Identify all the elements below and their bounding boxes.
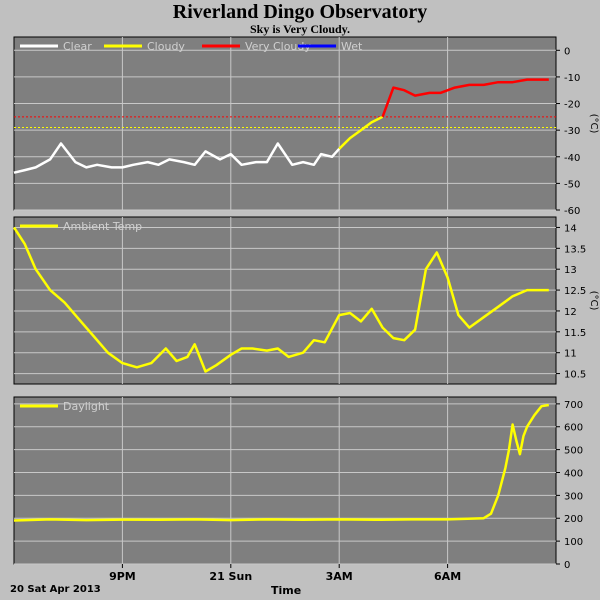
y-tick-label: -40 [564, 153, 580, 164]
y-tick-label: 0 [564, 46, 570, 57]
series-line-daylight [13, 403, 550, 522]
x-tick-label: 3AM [326, 570, 353, 583]
x-tick-label: 9PM [109, 570, 136, 583]
x-axis-label: Time [271, 584, 302, 597]
y-tick-label: 100 [564, 537, 583, 548]
legend-label-clear: Clear [63, 40, 92, 53]
y-tick-label: 11.5 [564, 328, 586, 339]
page-title: Riverland Dingo Observatory [172, 1, 428, 23]
y-tick-label: 13.5 [564, 244, 586, 255]
y-tick-label: 300 [564, 491, 583, 502]
y-tick-label: 10.5 [564, 370, 586, 381]
legend-label-cloudy: Cloudy [147, 40, 185, 53]
y-tick-label: 700 [564, 400, 583, 411]
y-tick-label: -10 [564, 73, 580, 84]
series-line-clear [13, 142, 341, 174]
plot-area-1 [13, 36, 557, 211]
y-axis-unit-label: (°C) [588, 291, 599, 311]
y-tick-label: 0 [564, 560, 570, 571]
legend-label-ambient-temp: Ambient Temp [63, 220, 142, 233]
plot-area-2 [13, 216, 557, 385]
y-tick-label: 12 [564, 307, 577, 318]
y-tick-label: -60 [564, 206, 580, 217]
y-tick-label: -30 [564, 126, 580, 137]
y-tick-label: 11 [564, 349, 577, 360]
y-tick-label: 600 [564, 423, 583, 434]
plot-area-3 [13, 396, 557, 565]
date-label: 20 Sat Apr 2013 [10, 584, 101, 595]
x-tick-label: 21 Sun [209, 570, 252, 583]
series-line-ambient-temp [12, 226, 549, 373]
y-tick-label: -50 [564, 179, 580, 190]
legend-label-wet: Wet [341, 40, 363, 53]
series-line-cloudy [338, 115, 384, 150]
y-axis-unit-label: (°C) [588, 114, 599, 134]
y-tick-label: 14 [564, 223, 577, 234]
legend-label-very-cloudy: Very Cloudy [245, 40, 311, 53]
legend-label-daylight: Daylight [63, 400, 110, 413]
y-tick-label: -20 [564, 100, 580, 111]
y-tick-label: 400 [564, 468, 583, 479]
sky-status-subtitle: Sky is Very Cloudy. [249, 22, 351, 36]
y-tick-label: 12.5 [564, 286, 586, 297]
x-tick-label: 6AM [434, 570, 461, 583]
y-tick-label: 500 [564, 446, 583, 457]
y-tick-label: 13 [564, 265, 577, 276]
y-tick-label: 200 [564, 514, 583, 525]
series-line-very-cloudy [381, 78, 549, 118]
